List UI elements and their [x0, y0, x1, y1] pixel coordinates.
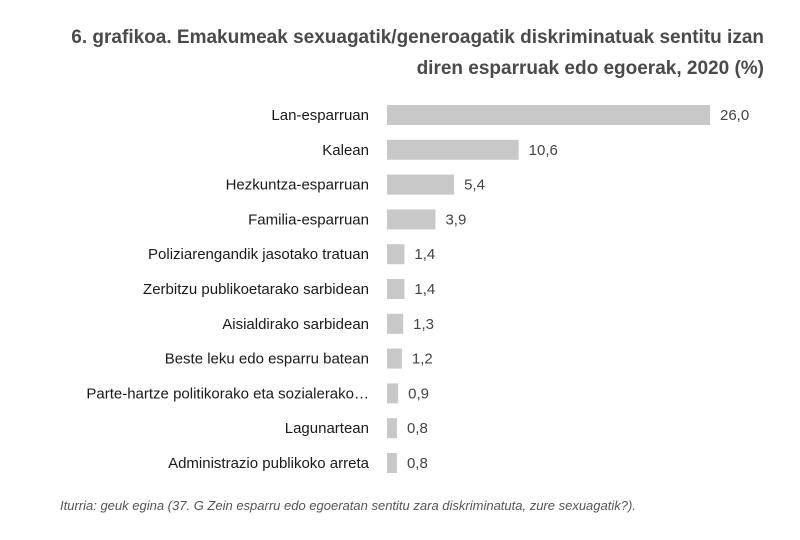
data-label: 5,4	[464, 177, 485, 194]
chart-title-line-1: 6. grafikoa. Emakumeak sexuagatik/genero…	[71, 27, 764, 48]
data-label: 1,4	[414, 281, 435, 298]
data-label: 1,2	[412, 351, 433, 368]
category-label: Aisialdirako sarbidean	[222, 316, 369, 333]
bar	[387, 244, 405, 265]
category-label: Poliziarengandik jasotako tratuan	[148, 246, 369, 263]
category-label: Zerbitzu publikoetarako sarbidean	[143, 281, 369, 298]
data-label: 26,0	[720, 107, 749, 124]
category-label: Lan-esparruan	[271, 107, 369, 124]
data-label: 1,3	[413, 316, 434, 333]
chart-title: 6. grafikoa. Emakumeak sexuagatik/genero…	[44, 22, 764, 84]
category-label: Familia-esparruan	[248, 211, 369, 228]
category-label: Parte-hartze politikorako eta sozialerak…	[86, 385, 369, 402]
bar	[387, 279, 405, 299]
data-label: 0,8	[407, 455, 428, 472]
data-label: 10,6	[529, 142, 558, 159]
data-label: 0,9	[408, 385, 429, 402]
bar	[387, 313, 404, 334]
data-label: 1,4	[414, 246, 435, 263]
category-label: Hezkuntza-esparruan	[226, 177, 369, 194]
category-label: Beste leku edo esparru batean	[165, 351, 369, 368]
chart-source-note: Iturria: geuk egina (37. G Zein esparru …	[60, 498, 636, 513]
bar	[387, 383, 399, 404]
bar	[387, 209, 436, 230]
data-label: 3,9	[445, 211, 466, 228]
bar	[387, 348, 402, 369]
category-label: Administrazio publikoko arreta	[168, 455, 370, 472]
bar	[387, 105, 710, 125]
bar	[387, 139, 519, 160]
category-label: Lagunartean	[285, 420, 369, 437]
bar	[387, 418, 397, 439]
chart-title-line-2: diren esparruak edo egoerak, 2020 (%)	[416, 58, 764, 79]
data-label: 0,8	[407, 420, 428, 437]
bar	[387, 174, 455, 195]
category-label: Kalean	[322, 142, 369, 159]
bar	[387, 453, 397, 473]
